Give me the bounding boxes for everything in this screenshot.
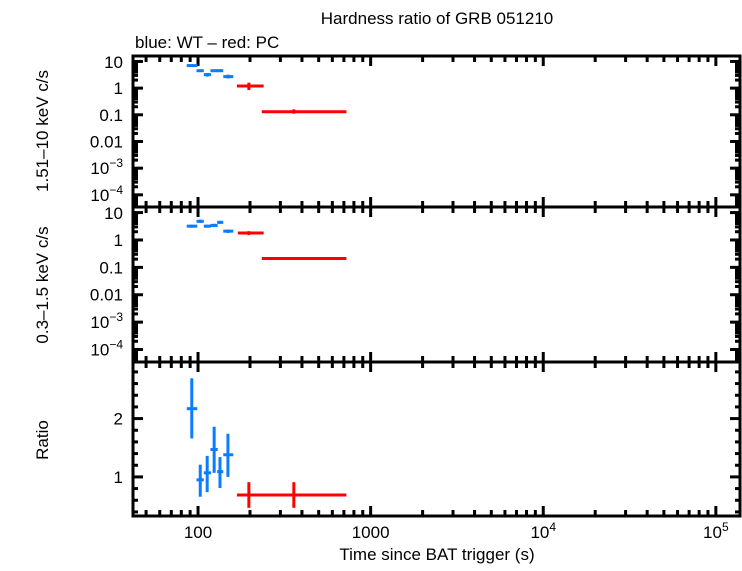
panel-frame [131,360,742,518]
y-tick-label: 0.01 [90,286,123,305]
x-tick-label: 104 [530,520,556,542]
y-axis-label-soft: 0.3–1.5 keV c/s [33,226,52,343]
y-tick-label: 2 [114,410,123,429]
y-tick-label: 1 [114,231,123,250]
x-tick-label: 1000 [352,523,390,542]
chart-subtitle: blue: WT – red: PC [135,33,279,52]
panel-frame [131,54,742,209]
y-axis-label-ratio: Ratio [33,420,52,460]
y-tick-label: 10−3 [90,156,123,178]
y-tick-label: 10−4 [90,183,123,205]
x-tick-label: 100 [184,523,212,542]
y-tick-label: 10−3 [90,310,123,332]
y-tick-label: 0.1 [99,258,123,277]
y-tick-label: 10 [104,204,123,223]
y-tick-label: 1 [114,468,123,487]
y-tick-label: 10−4 [90,338,123,360]
y-tick-label: 1 [114,79,123,98]
y-tick-label: 0.1 [99,106,123,125]
y-tick-label: 10 [104,53,123,72]
chart-title: Hardness ratio of GRB 051210 [321,9,553,28]
y-tick-label: 0.01 [90,132,123,151]
y-axis-label-hard: 1.51–10 keV c/s [33,70,52,192]
x-tick-label: 105 [703,520,729,542]
x-axis-label: Time since BAT trigger (s) [339,545,534,564]
